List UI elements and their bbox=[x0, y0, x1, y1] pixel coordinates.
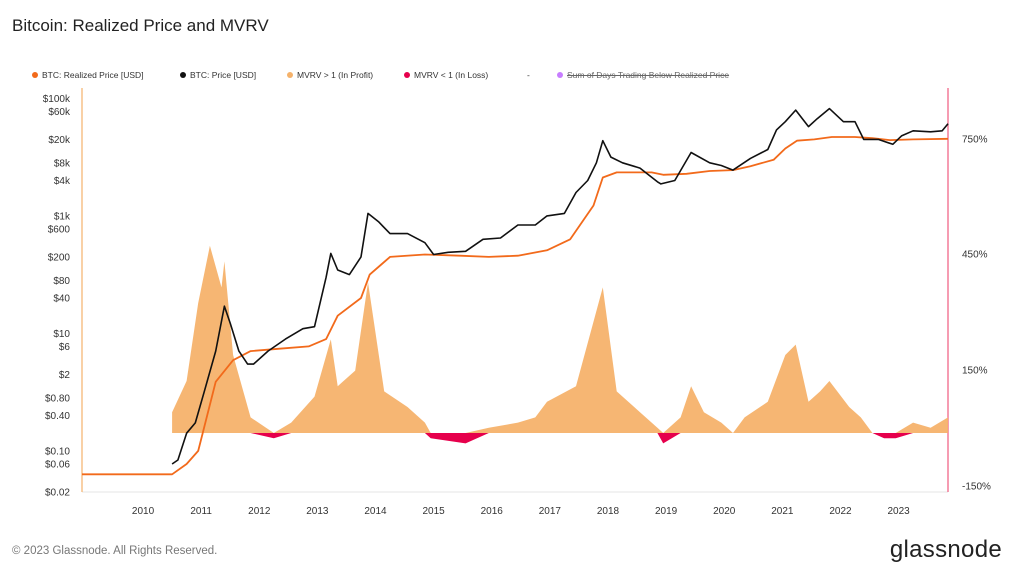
y-tick-label: $60k bbox=[48, 107, 71, 118]
y2-tick-label: 150% bbox=[962, 366, 988, 377]
btc-price-line bbox=[171, 107, 949, 465]
legend-dot-days-below bbox=[557, 72, 563, 78]
y-tick-label: $2 bbox=[59, 370, 71, 381]
y-tick-label: $0.06 bbox=[45, 459, 70, 470]
legend-item-dash: - bbox=[527, 70, 530, 80]
y2-tick-label: 750% bbox=[962, 135, 988, 146]
brand-logo: glassnode bbox=[889, 536, 1002, 563]
legend-item-days-below[interactable]: Sum of Days Trading Below Realized Price bbox=[557, 70, 729, 80]
realized-price-line bbox=[82, 136, 949, 476]
x-tick-label: 2014 bbox=[364, 506, 387, 517]
chart-title: Bitcoin: Realized Price and MVRV bbox=[12, 16, 269, 35]
y-tick-label: $0.10 bbox=[45, 446, 70, 457]
y2-tick-label: 450% bbox=[962, 250, 988, 261]
x-tick-label: 2022 bbox=[829, 506, 852, 517]
y-tick-label: $600 bbox=[48, 224, 71, 235]
y-tick-label: $0.80 bbox=[45, 393, 70, 404]
x-tick-label: 2016 bbox=[481, 506, 504, 517]
y-tick-label: $1k bbox=[54, 211, 71, 222]
x-tick-label: 2012 bbox=[248, 506, 271, 517]
y-tick-label: $200 bbox=[48, 252, 71, 263]
x-tick-label: 2023 bbox=[887, 506, 910, 517]
legend-dot-price bbox=[180, 72, 186, 78]
legend-item-realized-price[interactable]: BTC: Realized Price [USD] bbox=[32, 70, 144, 80]
legend-item-price[interactable]: BTC: Price [USD] bbox=[180, 70, 256, 80]
y-tick-label: $6 bbox=[59, 342, 71, 353]
y-tick-label: $80 bbox=[53, 276, 70, 287]
x-tick-label: 2019 bbox=[655, 506, 678, 517]
y-tick-label: $100k bbox=[43, 94, 71, 105]
legend-dot-profit bbox=[287, 72, 293, 78]
legend: BTC: Realized Price [USD] BTC: Price [US… bbox=[32, 70, 992, 84]
y-tick-label: $40 bbox=[53, 294, 70, 305]
x-tick-label: 2010 bbox=[132, 506, 155, 517]
x-tick-label: 2021 bbox=[771, 506, 794, 517]
x-tick-label: 2011 bbox=[190, 506, 212, 517]
y-tick-label: $0.40 bbox=[45, 411, 70, 422]
y2-tick-label: -150% bbox=[962, 482, 991, 493]
y-tick-label: $20k bbox=[48, 135, 71, 146]
y-tick-label: $0.02 bbox=[45, 488, 70, 499]
mvrv-in-loss-area bbox=[172, 433, 948, 444]
copyright: © 2023 Glassnode. All Rights Reserved. bbox=[12, 545, 218, 557]
legend-dot-loss bbox=[404, 72, 410, 78]
legend-item-in-loss[interactable]: MVRV < 1 (In Loss) bbox=[404, 70, 488, 80]
y-tick-label: $8k bbox=[54, 158, 71, 169]
x-tick-label: 2018 bbox=[597, 506, 620, 517]
x-tick-label: 2015 bbox=[423, 506, 446, 517]
legend-item-in-profit[interactable]: MVRV > 1 (In Profit) bbox=[287, 70, 373, 80]
legend-dot-realized bbox=[32, 72, 38, 78]
mvrv-in-profit-area bbox=[172, 245, 948, 433]
y-tick-label: $4k bbox=[54, 176, 71, 187]
y-tick-label: $10 bbox=[53, 329, 70, 340]
x-tick-label: 2013 bbox=[306, 506, 329, 517]
x-tick-label: 2017 bbox=[539, 506, 562, 517]
x-tick-label: 2020 bbox=[713, 506, 736, 517]
